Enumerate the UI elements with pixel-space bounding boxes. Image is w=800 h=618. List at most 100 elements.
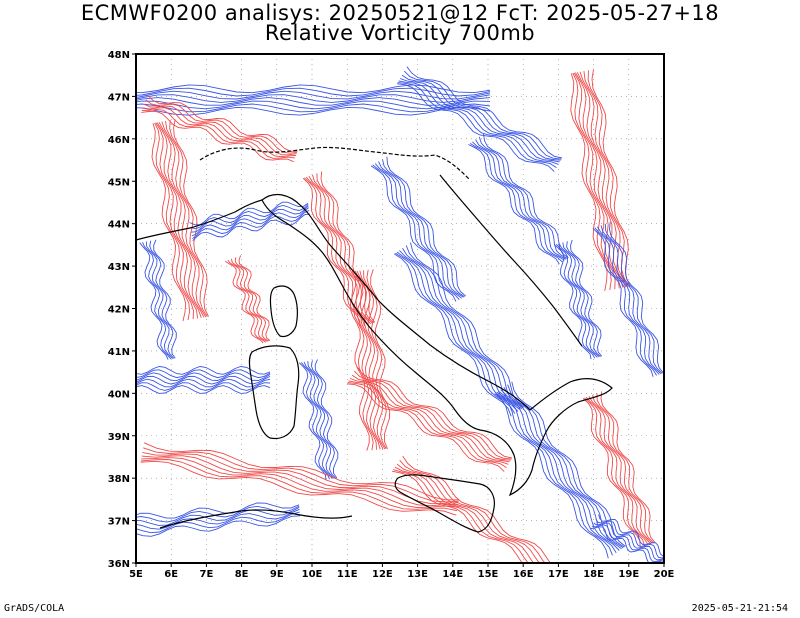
positive-vorticity-contour bbox=[572, 72, 612, 291]
positive-vorticity-contour bbox=[356, 270, 381, 450]
negative-vorticity-contour bbox=[136, 97, 491, 106]
map-title: ECMWF0200 analisys: 20250521@12 FcT: 202… bbox=[80, 1, 720, 25]
positive-vorticity-contour bbox=[142, 107, 296, 158]
positive-vorticity-contour bbox=[227, 259, 266, 343]
negative-vorticity-contour bbox=[498, 390, 620, 551]
negative-vorticity-contour bbox=[558, 243, 598, 358]
lat-tick-label: 38N bbox=[108, 474, 130, 485]
france-coastline bbox=[136, 199, 263, 241]
coastlines bbox=[136, 146, 613, 533]
negative-vorticity-contour bbox=[468, 144, 560, 265]
lat-tick-label: 37N bbox=[108, 517, 130, 528]
negative-vorticity-contour bbox=[370, 165, 457, 302]
lon-tick-label: 9E bbox=[270, 569, 284, 580]
negative-vorticity-contour bbox=[472, 141, 565, 261]
lat-tick-label: 42N bbox=[108, 305, 130, 316]
positive-vorticity-contour bbox=[366, 269, 387, 450]
lon-tick-label: 7E bbox=[200, 569, 214, 580]
positive-vorticity-contour bbox=[145, 99, 298, 154]
negative-vorticity-contour bbox=[136, 84, 491, 94]
negative-vorticity-contour bbox=[153, 239, 177, 359]
negative-vorticity-contour bbox=[396, 251, 519, 412]
lon-tick-label: 8E bbox=[235, 569, 249, 580]
positive-vorticity-contour bbox=[173, 119, 209, 317]
positive-vorticity-contour bbox=[583, 71, 629, 288]
negative-vorticity-contour bbox=[378, 161, 464, 298]
positive-vorticity-contour bbox=[585, 396, 649, 546]
negative-vorticity-contour bbox=[495, 392, 613, 556]
negative-vorticity-contour bbox=[136, 103, 491, 113]
negative-vorticity-contour bbox=[136, 385, 271, 394]
positive-vorticity-contour bbox=[143, 442, 459, 501]
negative-vorticity-contour bbox=[570, 239, 603, 357]
balkan-coastline bbox=[439, 174, 583, 347]
positive-vorticity-contour bbox=[147, 94, 298, 152]
negative-vorticity-contour bbox=[192, 209, 310, 240]
graticule bbox=[136, 54, 664, 563]
negative-vorticity-contour bbox=[396, 83, 555, 172]
positive-vorticity-contour bbox=[396, 463, 540, 563]
negative-vorticity-contour bbox=[136, 508, 300, 530]
positive-vorticity-contour bbox=[353, 270, 374, 451]
positive-vorticity-contour bbox=[304, 177, 366, 327]
positive-vorticity-contour bbox=[161, 121, 205, 318]
positive-vorticity-contour bbox=[393, 469, 529, 563]
negative-vorticity-contour bbox=[136, 502, 300, 519]
negative-vorticity-contour bbox=[191, 207, 309, 237]
positive-vorticity-contour bbox=[234, 257, 270, 342]
negative-vorticity-contour bbox=[372, 164, 460, 300]
negative-vorticity-contour bbox=[136, 366, 271, 375]
positive-vorticity-contour bbox=[142, 451, 459, 505]
italy-coastline bbox=[261, 193, 613, 497]
negative-vorticity-contour bbox=[475, 139, 567, 260]
negative-vorticity-contour bbox=[382, 159, 465, 298]
negative-vorticity-contour bbox=[598, 514, 664, 557]
positive-vorticity-contour bbox=[348, 380, 509, 465]
negative-vorticity-contour bbox=[594, 227, 657, 376]
positive-vorticity-contour bbox=[347, 382, 507, 468]
negative-vorticity-contour bbox=[192, 213, 310, 242]
lon-tick-label: 14E bbox=[442, 569, 463, 580]
positive-vorticity-contour bbox=[351, 374, 511, 461]
negative-vorticity-contour bbox=[399, 78, 560, 163]
negative-vorticity-contour bbox=[300, 362, 331, 480]
negative-vorticity-contour bbox=[395, 252, 516, 414]
positive-vorticity-contour bbox=[588, 395, 652, 545]
positive-vorticity-contour bbox=[141, 457, 458, 508]
lon-tick-label: 10E bbox=[302, 569, 323, 580]
positive-vorticity-contour bbox=[353, 370, 512, 460]
sardinia-coastline bbox=[248, 345, 300, 440]
map-axes: 5E 6E 7E 8E 9E 10E 11E 12E 13E 14E 15E 16E 17E 18E 19E… bbox=[108, 50, 675, 580]
lat-tick-label: 46N bbox=[108, 135, 130, 146]
negative-vorticity-contour bbox=[397, 82, 557, 168]
negative-vorticity-contour bbox=[303, 361, 333, 479]
negative-vorticity-contour bbox=[142, 242, 172, 360]
negative-vorticity-contour bbox=[136, 106, 491, 116]
positive-vorticity-contour bbox=[141, 455, 459, 507]
negative-vorticity-contour bbox=[494, 393, 609, 559]
negative-vorticity-contour bbox=[139, 242, 169, 360]
lat-tick-label: 36N bbox=[108, 559, 130, 570]
negative-vorticity-contour bbox=[398, 80, 559, 165]
positive-vorticity-contour bbox=[596, 393, 655, 544]
negative-vorticity-contour bbox=[503, 387, 624, 549]
lon-tick-label: 6E bbox=[164, 569, 178, 580]
negative-vorticity-contour bbox=[405, 245, 524, 409]
positive-vorticity-contour bbox=[392, 470, 524, 563]
negative-vorticity-contour bbox=[604, 223, 663, 374]
positive-vorticity-contour bbox=[394, 466, 535, 563]
negative-vorticity-contour bbox=[496, 391, 617, 553]
negative-vorticity-contour bbox=[314, 359, 339, 479]
lat-tick-label: 40N bbox=[108, 389, 130, 400]
positive-vorticity-contour bbox=[158, 121, 202, 318]
positive-vorticity-contour bbox=[154, 122, 191, 321]
negative-vorticity-contour bbox=[483, 133, 569, 259]
negative-vorticity-contour bbox=[136, 382, 271, 391]
negative-vorticity-contour bbox=[189, 201, 309, 226]
africa-coastline bbox=[159, 509, 353, 529]
negative-vorticity-contour bbox=[566, 241, 601, 357]
negative-vorticity-contour bbox=[136, 94, 491, 103]
lon-tick-label: 17E bbox=[548, 569, 569, 580]
positive-vorticity-contour bbox=[575, 72, 620, 289]
negative-vorticity-contour bbox=[403, 70, 562, 160]
